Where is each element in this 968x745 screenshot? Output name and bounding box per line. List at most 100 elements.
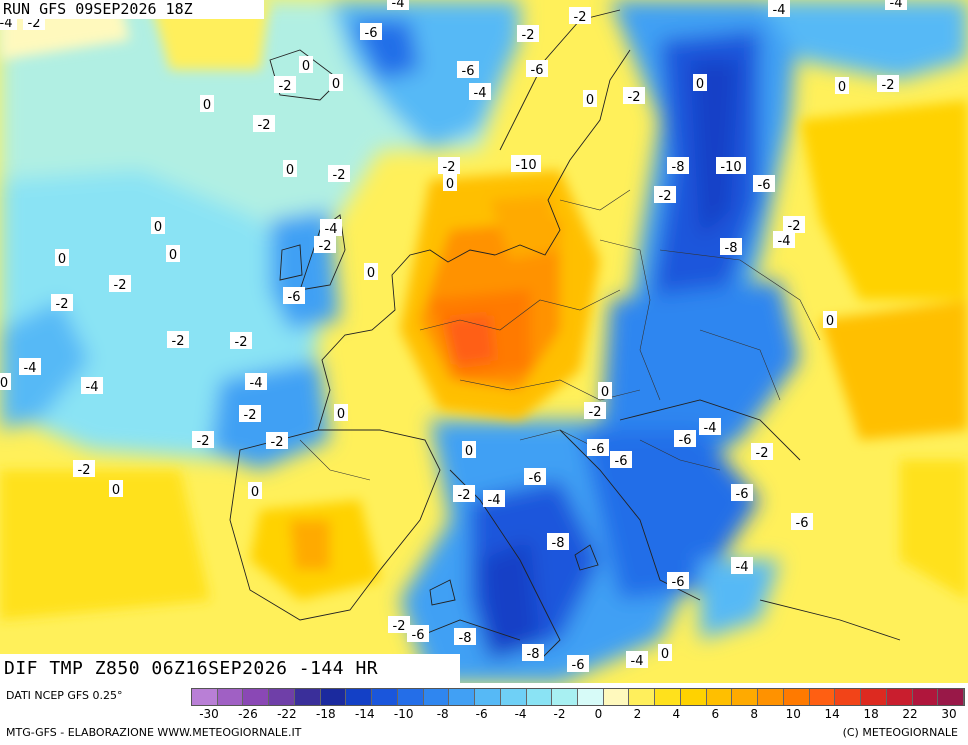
contour-label: 0	[443, 174, 457, 192]
borders	[299, 189, 821, 481]
legend-swatch	[500, 689, 527, 705]
legend-tick: 8	[750, 707, 759, 721]
contour-label: -4	[699, 418, 721, 436]
contour-label: -2	[438, 157, 460, 175]
svg-text:0: 0	[58, 252, 66, 267]
svg-text:-2: -2	[659, 189, 672, 204]
svg-text:-2: -2	[56, 297, 69, 312]
svg-text:0: 0	[169, 248, 177, 263]
svg-text:-4: -4	[488, 493, 501, 508]
producer-label: MTG-GFS - ELABORAZIONE WWW.METEOGIORNALE…	[6, 726, 302, 739]
svg-text:-2: -2	[788, 219, 801, 234]
svg-text:-4: -4	[773, 3, 786, 18]
svg-text:-6: -6	[796, 516, 809, 531]
contour-label: -10	[716, 157, 746, 175]
contour-label: -6	[567, 655, 589, 673]
color-scale-legend	[191, 688, 965, 706]
legend-tick: -4	[514, 707, 527, 721]
legend-swatch	[706, 689, 733, 705]
legend-swatch	[475, 689, 501, 705]
legend-swatch	[886, 689, 913, 705]
legend-swatch	[578, 689, 604, 705]
contour-label: 0	[283, 160, 297, 178]
svg-text:-4: -4	[250, 376, 263, 391]
contour-label: -2	[328, 165, 350, 183]
contour-label: 0	[462, 441, 476, 459]
svg-text:-2: -2	[244, 408, 257, 423]
legend-tick-labels: -30 -26 -22 -18 -14 -10 -8 -6 -4 -2 0 2 4 6 8 10 14 18 22 3…	[191, 707, 965, 723]
contour-label: -6	[610, 451, 632, 469]
contour-label: -2	[569, 7, 591, 25]
run-title: RUN GFS 09SEP2026 18Z	[0, 0, 264, 19]
contour-label: 0	[334, 404, 348, 422]
legend-swatch	[243, 689, 270, 705]
contour-label: -4	[387, 0, 409, 11]
legend-tick: -18	[316, 707, 336, 721]
contour-label: 0	[166, 245, 180, 263]
contour-label: -6	[360, 23, 382, 41]
contour-label: -2	[253, 115, 275, 133]
svg-text:-4: -4	[0, 16, 12, 31]
contour-label: 0	[0, 373, 11, 391]
legend-swatch	[629, 689, 656, 705]
contour-label: 0	[109, 480, 123, 498]
contour-label: -2	[751, 443, 773, 461]
contour-label: -4	[731, 557, 753, 575]
svg-text:-4: -4	[704, 421, 717, 436]
contour-label: 0	[248, 482, 262, 500]
contour-label: -4	[483, 490, 505, 508]
contour-label: -6	[283, 287, 305, 305]
svg-text:-2: -2	[458, 488, 471, 503]
legend-tick: -14	[354, 707, 375, 721]
svg-text:-4: -4	[778, 234, 791, 249]
svg-text:-2: -2	[114, 278, 127, 293]
legend-swatch	[423, 689, 450, 705]
svg-text:-6: -6	[736, 487, 749, 502]
contour-label: -4	[885, 0, 907, 11]
svg-text:-8: -8	[672, 160, 685, 175]
legend-swatch	[938, 689, 965, 705]
svg-text:-4: -4	[325, 222, 338, 237]
svg-text:-10: -10	[515, 158, 536, 173]
svg-text:-2: -2	[279, 79, 292, 94]
legend-swatch	[217, 689, 244, 705]
svg-text:-4: -4	[392, 0, 405, 11]
svg-text:-8: -8	[725, 241, 738, 256]
svg-text:-10: -10	[720, 160, 741, 175]
contour-label: -2	[51, 294, 73, 312]
svg-text:-2: -2	[882, 78, 895, 93]
contour-label: 0	[329, 74, 343, 92]
contour-label: -4	[773, 231, 795, 249]
contour-label: 0	[55, 249, 69, 267]
legend-swatch	[758, 689, 784, 705]
svg-text:0: 0	[337, 407, 345, 422]
contour-label: -6	[667, 572, 689, 590]
contour-label: -2	[654, 186, 676, 204]
contour-label: -2	[783, 216, 805, 234]
svg-text:0: 0	[661, 647, 669, 662]
contour-label: -2	[453, 485, 475, 503]
svg-text:-2: -2	[574, 10, 587, 25]
svg-text:-6: -6	[572, 658, 585, 673]
svg-text:0: 0	[696, 77, 704, 92]
legend-swatch	[294, 689, 321, 705]
contour-label: -6	[791, 513, 813, 531]
svg-text:-2: -2	[522, 28, 535, 43]
contour-label: 0	[693, 74, 707, 92]
svg-text:0: 0	[838, 80, 846, 95]
svg-text:-8: -8	[459, 631, 472, 646]
legend-tick: 6	[711, 707, 720, 721]
svg-text:0: 0	[154, 220, 162, 235]
contour-label: -2	[274, 76, 296, 94]
legend-swatch	[397, 689, 424, 705]
contour-label: 0	[658, 644, 672, 662]
svg-text:0: 0	[367, 266, 375, 281]
contour-labels: -4 -2-6-4-2-2-4-4-6-200-40 0 -2-6-2-2 -100-2…	[0, 0, 907, 673]
svg-text:-4: -4	[631, 654, 644, 669]
svg-text:-2: -2	[319, 239, 332, 254]
legend-tick: 2	[633, 707, 642, 721]
contour-label: -8	[720, 238, 742, 256]
contour-label: -6	[457, 61, 479, 79]
svg-text:0: 0	[465, 444, 473, 459]
contour-label: -6	[587, 439, 609, 457]
